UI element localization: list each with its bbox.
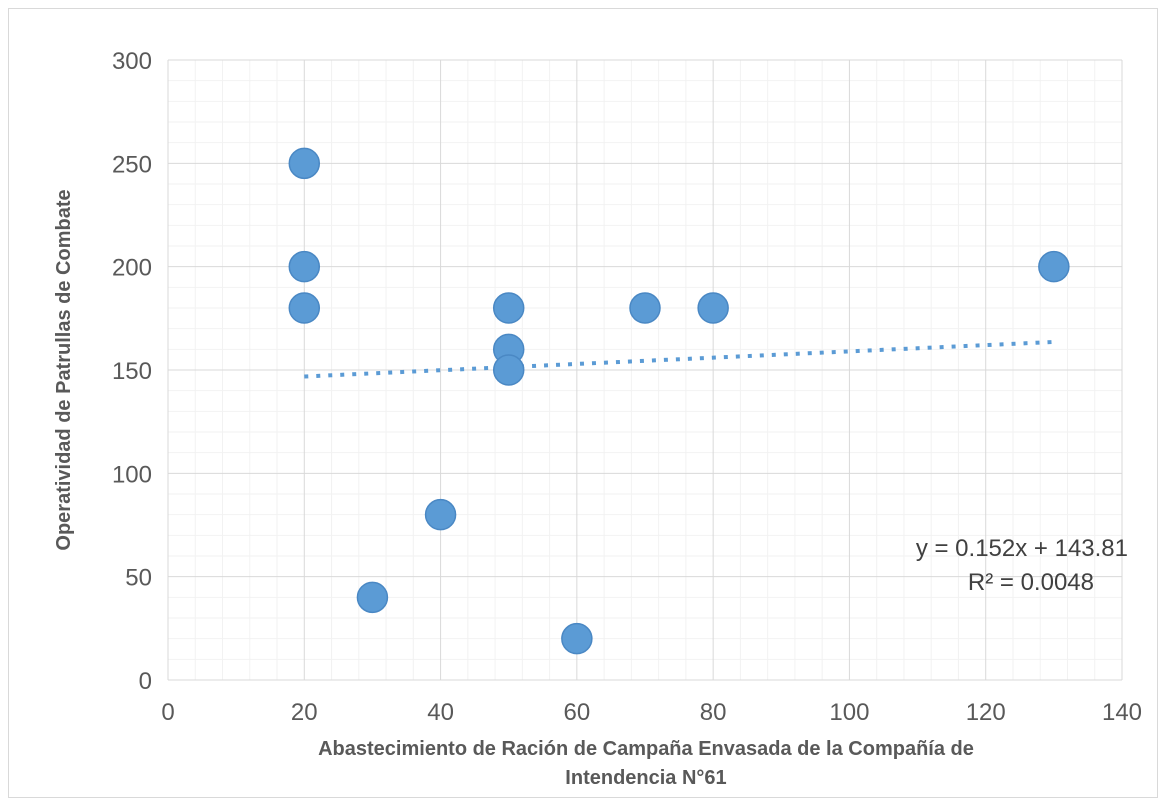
data-point [356,581,389,614]
x-tick-label: 100 [829,699,869,726]
y-tick-label: 50 [125,565,152,592]
x-tick-label: 0 [161,699,174,726]
y-axis-title: Operatividad de Patrullas de Combate [53,189,75,550]
data-point [288,250,321,283]
x-tick-label: 40 [427,699,454,726]
data-point [629,292,661,324]
data-point [1038,250,1070,283]
y-tick-label: 250 [112,151,152,178]
trendline-group [304,339,1054,379]
data-point [561,622,593,655]
x-axis-title-line-1: Abastecimiento de Ración de Campaña Enva… [318,738,974,760]
data-point [697,292,729,324]
x-tick-label: 60 [564,699,591,726]
x-tick-label: 140 [1102,699,1142,726]
data-point [288,147,321,180]
trendline [304,339,1054,379]
y-tick-label: 150 [112,358,152,385]
trendline-equation: y = 0.152x + 143.81 [916,535,1128,562]
x-tick-label: 120 [966,699,1006,726]
tick-labels: 0 20 40 60 80 100 120 140 0 50 100 150 200 250 300 [112,48,1142,726]
trendline-r-squared: R² = 0.0048 [968,569,1094,596]
data-point [288,292,321,324]
data-point [492,292,525,324]
x-tick-label: 80 [700,699,727,726]
y-tick-label: 200 [112,255,152,282]
x-axis-title-line-2: Intendencia N°61 [565,767,726,789]
major-gridlines [167,59,1123,681]
x-tick-label: 20 [291,699,318,726]
data-point [424,498,457,531]
data-points [288,147,1070,655]
y-tick-label: 0 [139,668,152,695]
chart-frame [8,8,1158,798]
data-point [492,354,525,386]
y-tick-label: 300 [112,48,152,75]
y-tick-label: 100 [112,461,152,488]
